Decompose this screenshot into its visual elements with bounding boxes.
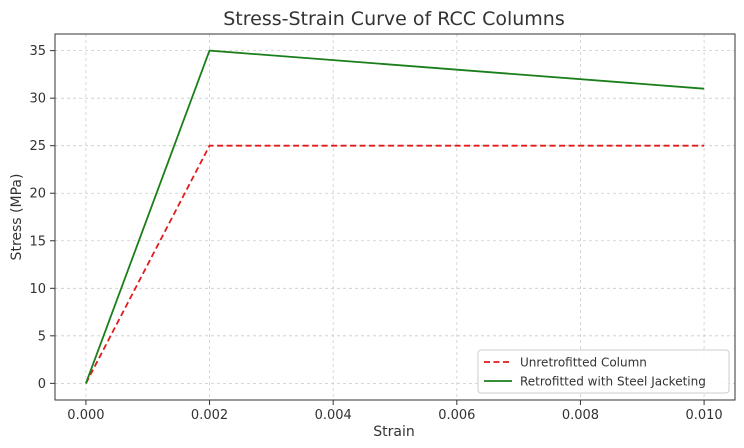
x-tick-label: 0.010 (685, 408, 722, 423)
y-axis-label: Stress (MPa) (9, 174, 25, 261)
axis-ticks: 0.000 0.002 0.004 0.006 0.008 0.010 0 5 10 15 20 25… (29, 44, 722, 423)
x-tick-label: 0.002 (191, 408, 228, 423)
y-tick-label: 35 (29, 44, 46, 59)
y-tick-label: 25 (29, 139, 46, 154)
y-tick-label: 15 (29, 234, 46, 249)
chart-title: Stress-Strain Curve of RCC Columns (223, 8, 565, 30)
plot-series (85, 49, 705, 384)
x-tick-label: 0.008 (562, 408, 599, 423)
series-line-unretrofitted (85, 144, 705, 384)
y-tick-label: 30 (29, 92, 46, 107)
x-tick-label: 0.004 (315, 408, 352, 423)
grid (55, 34, 735, 400)
y-tick-label: 0 (38, 377, 46, 392)
x-tick-label: 0.000 (67, 408, 104, 423)
series-line-retrofitted (85, 49, 705, 384)
y-tick-label: 5 (38, 329, 46, 344)
x-axis-label: Strain (373, 424, 414, 440)
y-tick-label: 20 (29, 187, 46, 202)
legend-box (477, 349, 730, 394)
legend-label: Unretrofitted Column (520, 356, 647, 370)
x-tick-label: 0.006 (438, 408, 475, 423)
legend-label: Retrofitted with Steel Jacketing (520, 375, 706, 389)
legend: Unretrofitted Column Retrofitted with Ste… (477, 349, 730, 394)
y-tick-label: 10 (29, 282, 46, 297)
plot-frame (54, 33, 736, 401)
